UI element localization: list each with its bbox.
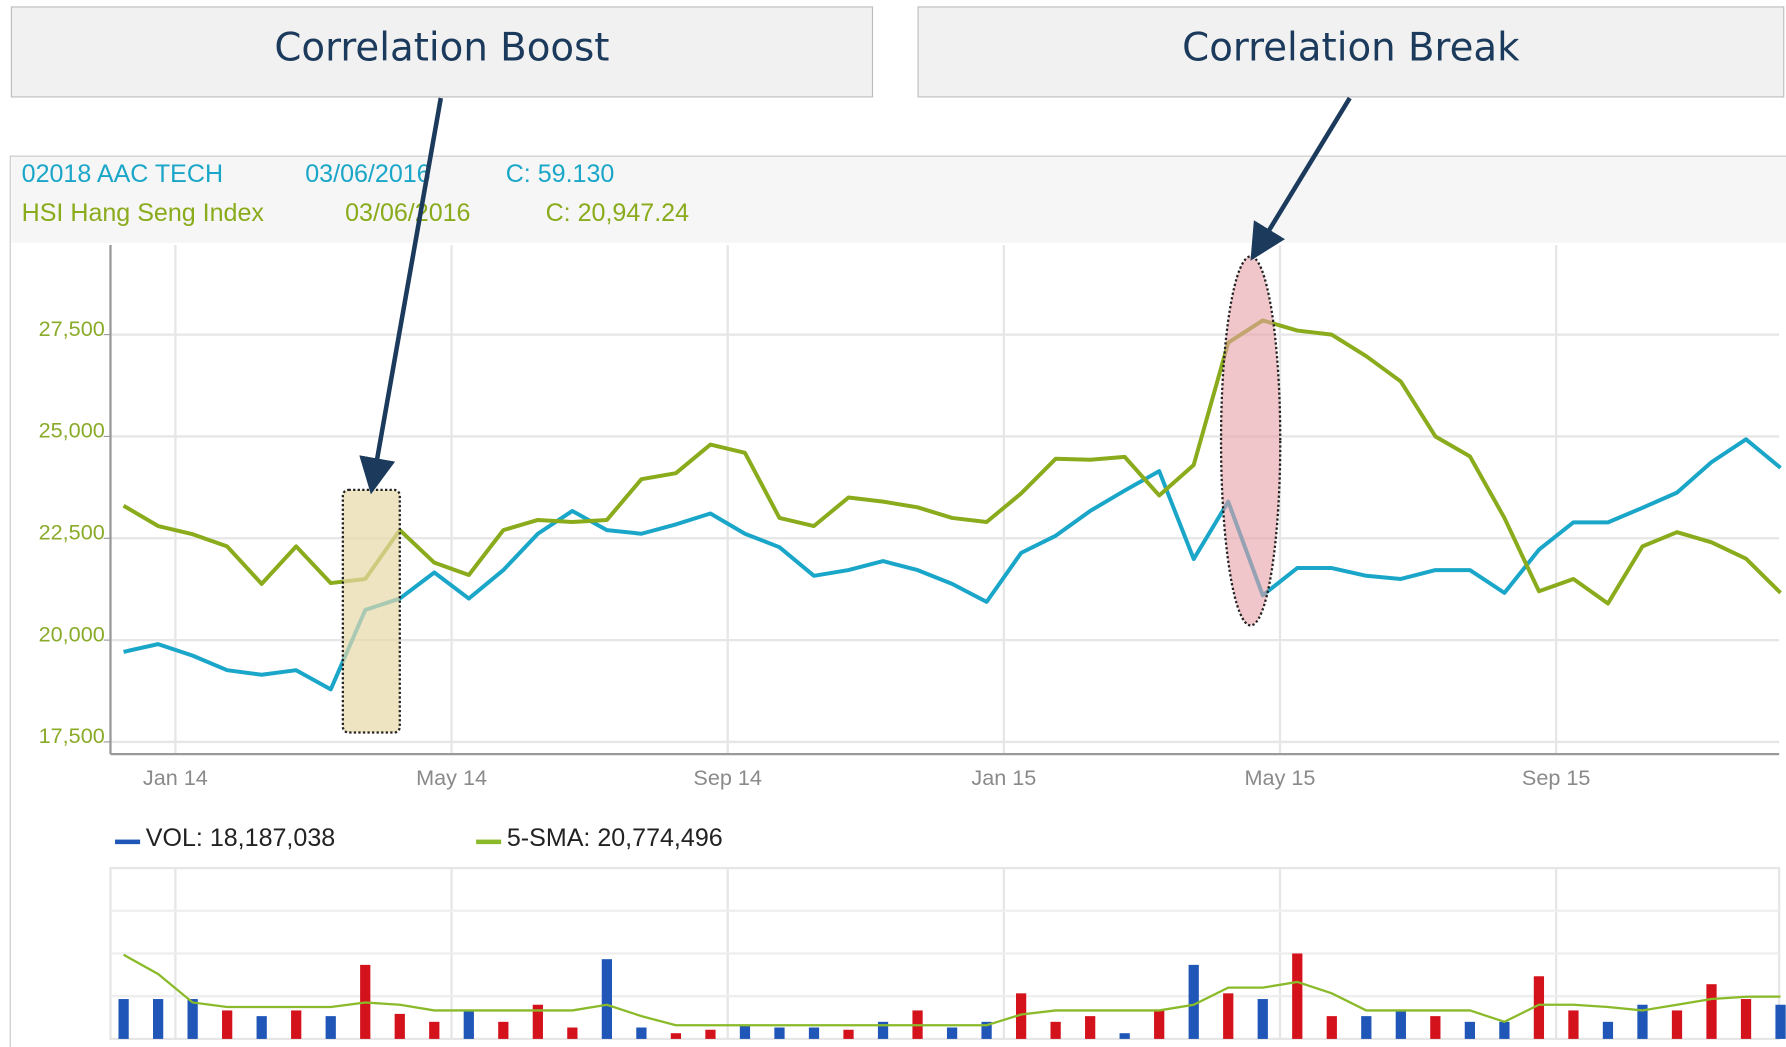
- sma-line: [123, 953, 1781, 1027]
- x-tick-label: Sep 15: [1522, 765, 1591, 790]
- volume-bar: [670, 1033, 682, 1039]
- header-date: 03/06/2016: [305, 160, 430, 188]
- highlight-box: [341, 488, 401, 734]
- legend-label: VOL: 18,187,038: [146, 824, 335, 852]
- volume-bar: [394, 1013, 405, 1039]
- annotation-title: Correlation Boost: [274, 26, 609, 71]
- volume-bar: [291, 1010, 302, 1039]
- volume-bar: [877, 1021, 889, 1039]
- volume-bar: [1568, 1010, 1579, 1039]
- y-tick-label: 17,500: [39, 723, 105, 748]
- volume-bar: [981, 1021, 992, 1039]
- header-name: HSI Hang Seng Index: [22, 199, 265, 227]
- y-tick-label: 25,000: [39, 418, 105, 443]
- volume-bar: [1775, 1004, 1786, 1039]
- volume-bar: [1499, 1021, 1510, 1039]
- volume-bar: [1637, 1004, 1648, 1039]
- arrow: [359, 97, 444, 495]
- volume-bar: [636, 1027, 647, 1039]
- legend-label: 5-SMA: 20,774,496: [507, 824, 723, 852]
- volume-bar: [222, 1010, 233, 1039]
- highlight-ellipse: [1219, 255, 1282, 627]
- volume-bar: [1188, 964, 1199, 1039]
- header-close: C: 20,947.24: [546, 199, 690, 227]
- volume-bar: [152, 999, 164, 1039]
- x-tick-label: May 14: [416, 765, 487, 790]
- volume-bar: [1430, 1016, 1441, 1039]
- x-tick-label: Jan 15: [971, 765, 1036, 790]
- volume-bar: [429, 1021, 440, 1039]
- volume-bar: [739, 1025, 751, 1039]
- volume-bar: [1326, 1016, 1337, 1039]
- annotation-box: [917, 6, 1785, 98]
- legend-swatch: [115, 839, 141, 845]
- volume-bar: [187, 999, 198, 1039]
- volume-bar: [118, 999, 129, 1039]
- volume-bar: [843, 1029, 854, 1039]
- volume-bar: [256, 1016, 267, 1039]
- volume-bar: [1085, 1016, 1096, 1039]
- volume-bar: [463, 1010, 474, 1039]
- header-close: C: 59.130: [506, 160, 615, 188]
- volume-bar: [325, 1016, 336, 1039]
- volume-bar: [532, 1004, 543, 1039]
- volume-bar: [1223, 993, 1234, 1039]
- volume-bar: [1257, 999, 1268, 1039]
- volume-bar: [1292, 953, 1303, 1039]
- chart-header: [11, 157, 1786, 243]
- volume-bar: [1154, 1010, 1165, 1039]
- volume-bar: [1119, 1033, 1130, 1039]
- volume-bar: [1671, 1010, 1683, 1039]
- volume-bar: [1361, 1016, 1372, 1039]
- x-tick-label: May 15: [1245, 765, 1316, 790]
- volume-bar: [705, 1029, 716, 1039]
- volume-bar: [601, 959, 613, 1039]
- legend-swatch: [476, 839, 502, 845]
- y-tick-label: 27,500: [39, 316, 105, 341]
- volume-bar: [1015, 993, 1027, 1039]
- volume-bar: [1395, 1010, 1406, 1039]
- volume-bar: [1050, 1021, 1061, 1039]
- volume-bar: [1464, 1021, 1475, 1039]
- volume-bar: [498, 1021, 509, 1039]
- header-name: 02018 AAC TECH: [22, 160, 223, 188]
- x-tick-label: Jan 14: [143, 765, 208, 790]
- y-tick-label: 22,500: [39, 519, 105, 544]
- volume-bar: [808, 1027, 820, 1039]
- volume-bar: [1602, 1021, 1614, 1039]
- annotation-title: Correlation Break: [1182, 26, 1520, 71]
- y-tick-label: 20,000: [39, 621, 105, 646]
- volume-bar: [567, 1027, 578, 1039]
- volume-bar: [946, 1027, 958, 1039]
- volume-bar: [1706, 984, 1717, 1039]
- volume-bar: [774, 1027, 785, 1039]
- volume-bar: [1533, 976, 1545, 1039]
- annotation-box: [10, 6, 874, 98]
- arrow: [1250, 96, 1352, 261]
- x-tick-label: Sep 14: [693, 765, 762, 790]
- volume-bar: [1740, 999, 1752, 1039]
- header-date: 03/06/2016: [345, 199, 470, 227]
